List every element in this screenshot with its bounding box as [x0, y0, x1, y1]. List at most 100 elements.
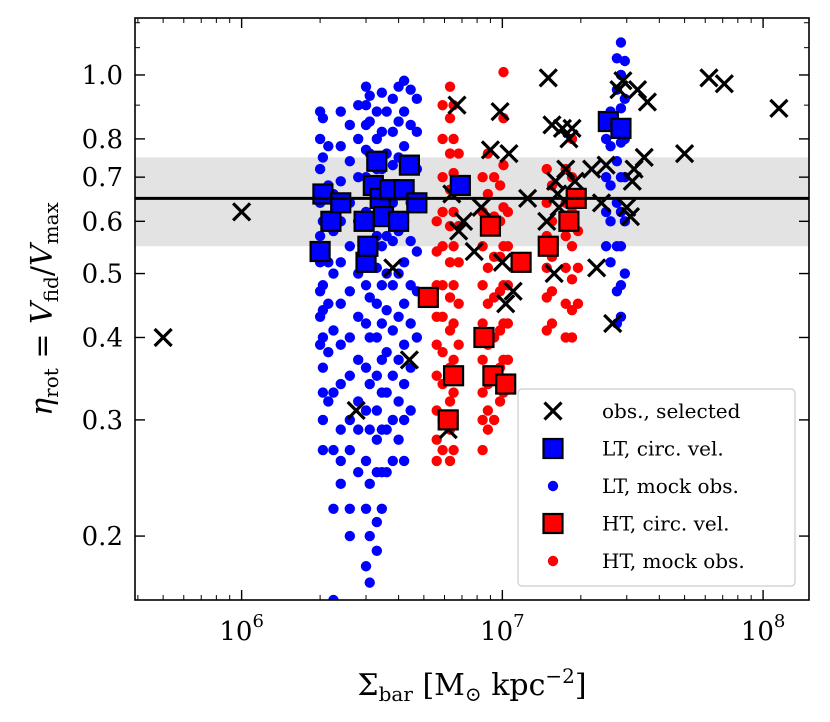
- legend-label: HT, circ. vel.: [602, 512, 730, 536]
- legend-label: HT, mock obs.: [602, 549, 745, 573]
- lt-mock-point: [344, 370, 356, 381]
- legend-label: LT, mock obs.: [602, 474, 739, 498]
- lt-mock-point: [353, 171, 364, 183]
- ht-mock-point: [448, 280, 459, 291]
- obs-selected-point: [399, 350, 420, 370]
- ht-mock-point: [477, 414, 488, 426]
- lt-mock-point: [376, 503, 388, 514]
- lt-mock-point: [335, 106, 346, 117]
- ht-mock-point: [477, 171, 488, 183]
- lt-mock-point: [335, 176, 346, 187]
- ht-mock-point: [546, 286, 558, 297]
- ht-mock-point: [560, 230, 571, 242]
- lt-mock-point: [371, 298, 383, 309]
- ht-mock-point: [444, 292, 456, 303]
- lt-mock-point: [371, 434, 383, 445]
- ht-mock-point: [477, 280, 488, 291]
- ht-mock-point: [482, 188, 494, 200]
- ht-circ-vel-point: [558, 210, 580, 232]
- lt-mock-point: [381, 304, 392, 316]
- lt-mock-point: [611, 53, 623, 64]
- cross-stroke: [490, 101, 510, 122]
- lt-mock-point: [317, 414, 329, 426]
- lt-mock-point: [328, 594, 339, 600]
- ht-mock-point: [431, 216, 442, 227]
- lt-mock-point: [344, 332, 356, 343]
- ht-mock-point: [566, 274, 578, 285]
- lt-mock-point: [328, 268, 339, 279]
- lt-mock-point: [398, 298, 410, 309]
- lt-mock-point: [317, 362, 329, 373]
- cross-stroke: [453, 211, 474, 231]
- lt-mock-point: [381, 387, 392, 398]
- cross-stroke: [346, 400, 366, 421]
- ht-circ-vel-point: [510, 251, 532, 273]
- obs-selected-point: [153, 327, 173, 348]
- lt-mock-point: [360, 99, 372, 111]
- lt-mock-point: [398, 455, 410, 467]
- ht-mock-point: [453, 257, 464, 268]
- ht-mock-point: [448, 444, 459, 456]
- ht-mock-point: [453, 148, 464, 159]
- cross-stroke: [582, 159, 602, 179]
- obs-selected-point: [453, 211, 474, 231]
- ht-circ-vel-point: [437, 409, 459, 431]
- cross-stroke: [562, 118, 582, 138]
- lt-mock-point: [335, 455, 346, 467]
- lt-mock-point: [387, 126, 398, 138]
- lt-mock-point: [353, 133, 364, 145]
- cross-stroke: [492, 252, 512, 272]
- obs-selected-point: [627, 80, 648, 100]
- cross-stroke: [544, 263, 564, 284]
- obs-selected-point: [480, 140, 501, 160]
- lt-circ-vel-point: [312, 183, 334, 205]
- ht-mock-point: [437, 346, 448, 358]
- lt-mock-point: [317, 112, 329, 124]
- lt-mock-point: [398, 378, 410, 390]
- lt-mock-point: [344, 156, 356, 167]
- ht-mock-point: [444, 112, 456, 124]
- cross-stroke: [587, 258, 607, 278]
- lt-mock-point: [398, 75, 410, 86]
- obs-selected-point: [613, 71, 633, 91]
- ht-mock-point: [437, 206, 448, 218]
- obs-selected-point: [447, 95, 467, 115]
- lt-mock-point: [615, 280, 627, 291]
- x-axis-label: Σbar [M⊙ kpc−2]: [357, 664, 586, 706]
- lt-mock-point: [600, 241, 612, 252]
- obs-selected-points: [153, 68, 789, 440]
- y-tick-label: 0.2: [82, 522, 123, 552]
- cross-stroke: [613, 71, 633, 91]
- lt-mock-point: [360, 280, 372, 291]
- lt-mock-point: [360, 318, 372, 329]
- cross-stroke: [565, 171, 585, 191]
- lt-mock-point: [344, 444, 356, 456]
- ht-mock-point: [448, 318, 459, 329]
- ht-mock-point: [437, 444, 448, 456]
- y-tick-label: 1.0: [82, 61, 123, 91]
- cross-stroke: [674, 143, 695, 164]
- lt-mock-point: [365, 613, 375, 623]
- ht-circ-vel-point: [479, 215, 502, 237]
- cross-stroke: [480, 140, 501, 160]
- ht-mock-point: [566, 241, 578, 252]
- legend-marker-mock-obs: [547, 555, 559, 567]
- ht-mock-point: [498, 159, 509, 171]
- cross-stroke: [449, 221, 469, 241]
- obs-selected-point: [674, 143, 695, 164]
- lt-mock-point: [364, 378, 375, 390]
- lt-mock-point: [387, 455, 398, 467]
- obs-selected-point: [582, 159, 602, 179]
- ht-mock-point: [566, 332, 578, 343]
- lt-mock-point: [360, 561, 372, 572]
- lt-mock-point: [335, 257, 346, 268]
- lt-mock-point: [393, 311, 404, 322]
- ht-mock-point: [541, 163, 552, 175]
- obs-selected-point: [464, 241, 484, 262]
- lt-mock-point: [376, 87, 388, 98]
- lt-mock-point: [335, 378, 346, 390]
- lt-mock-point: [405, 119, 416, 131]
- obs-selected-point: [603, 313, 623, 334]
- obs-selected-point: [383, 258, 403, 278]
- ht-mock-point: [494, 396, 506, 407]
